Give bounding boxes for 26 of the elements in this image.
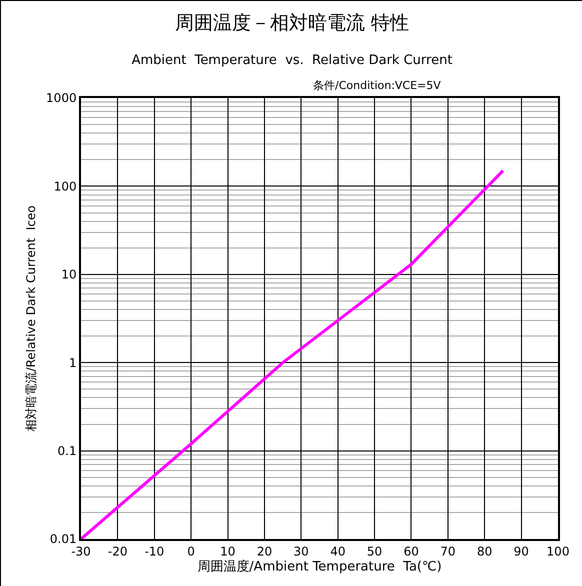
x-tick-label: 40: [330, 544, 346, 558]
chart-title: 周囲温度－相対暗電流 特性: [174, 12, 410, 34]
x-tick-label: 100: [546, 544, 570, 558]
x-tick-label: 0: [187, 544, 195, 558]
x-tick-label: 50: [366, 544, 382, 558]
x-tick-label: 10: [220, 544, 236, 558]
x-tick-label: -30: [71, 544, 91, 558]
x-axis-title: 周囲温度/Ambient Temperature Ta(℃): [197, 558, 442, 574]
y-tick-label: 10: [61, 268, 77, 282]
x-tick-label: -20: [108, 544, 128, 558]
y-tick-label: 1: [68, 356, 77, 370]
x-tick-label: 90: [514, 544, 529, 558]
y-tick-label: 0.01: [50, 532, 77, 546]
y-tick-label: 1000: [46, 91, 77, 106]
line-series: [81, 169, 504, 539]
x-tick-label: 70: [440, 544, 456, 558]
x-tick-label: 60: [404, 544, 419, 558]
text: 条件/Condition:VCE=5V: [313, 79, 442, 92]
y-tick-label: 100: [54, 179, 77, 194]
x-tick-label: 20: [256, 544, 272, 558]
y-tick-label: 0.1: [58, 444, 77, 458]
x-tick-label: 30: [294, 544, 309, 558]
x-tick-label: -10: [144, 544, 164, 558]
chart-subtitle: Ambient Temperature vs. Relative Dark Current: [132, 52, 452, 68]
x-tick-label: 80: [476, 544, 492, 558]
y-axis-title: 相対暗電流/Relative Dark Current Iceo: [24, 205, 38, 432]
